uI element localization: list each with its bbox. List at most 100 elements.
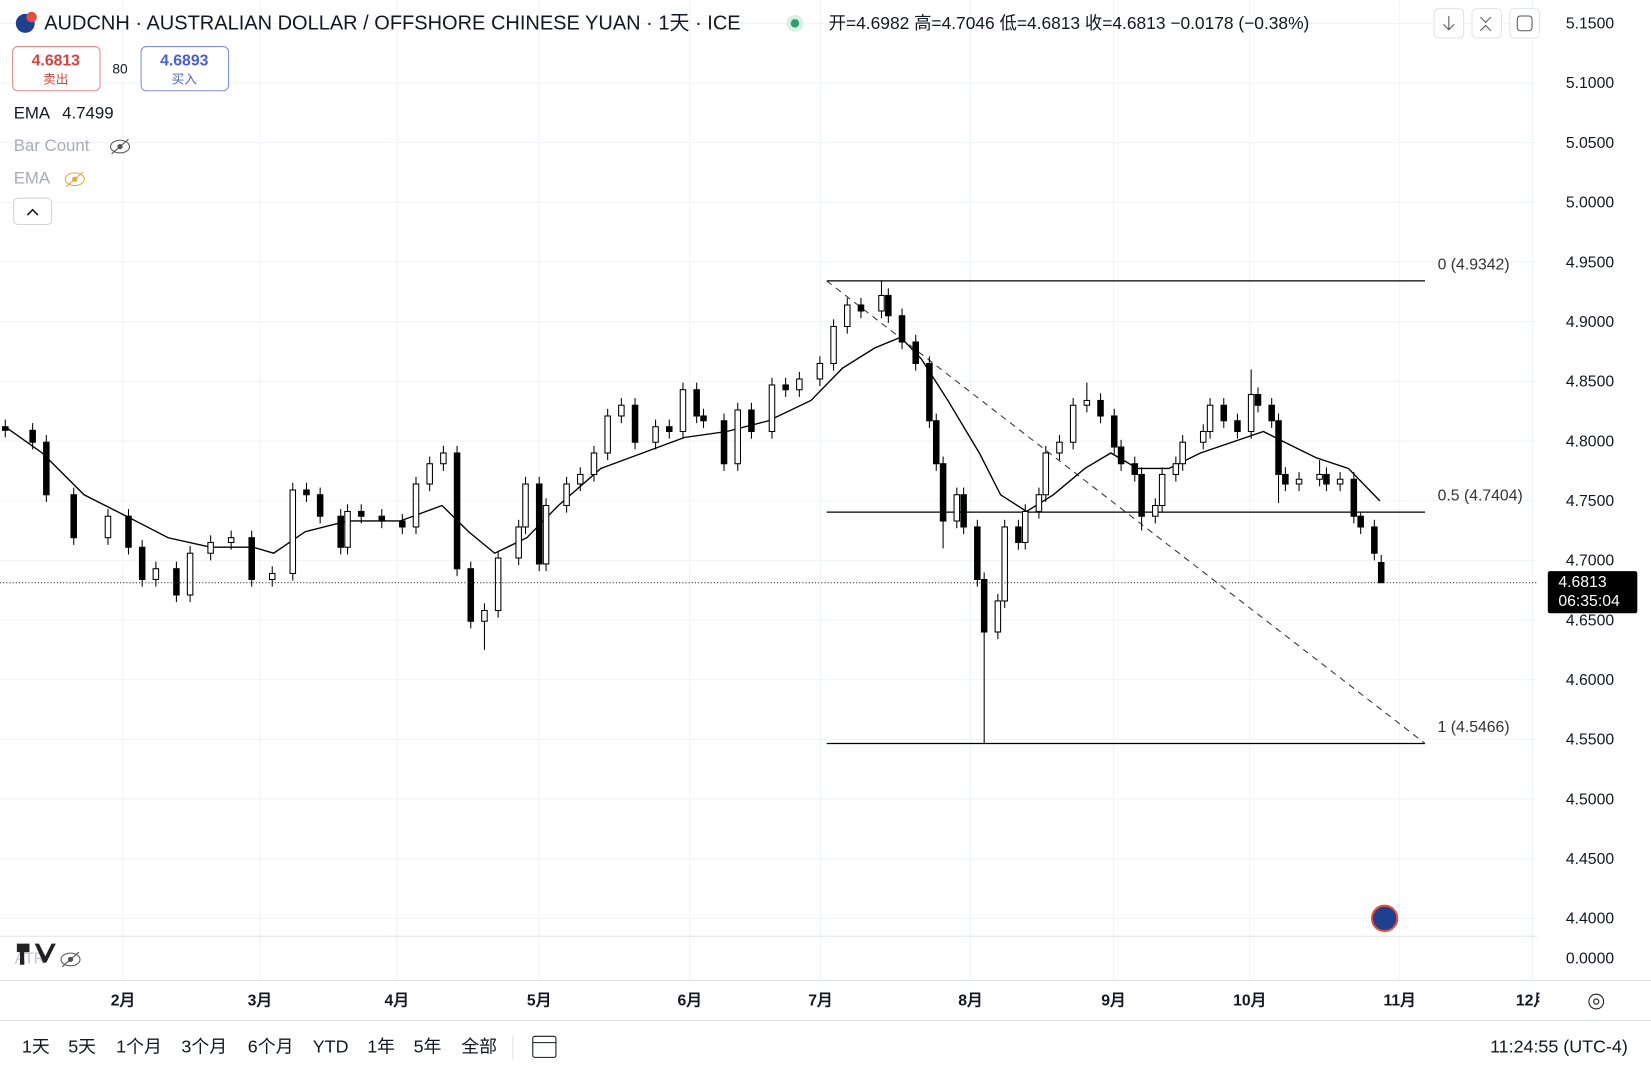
range-button[interactable]: 1天 — [22, 1037, 50, 1057]
candle-body — [693, 389, 700, 417]
candle-body — [912, 341, 919, 365]
hidden-icon[interactable] — [110, 138, 131, 155]
range-button[interactable]: 1个月 — [116, 1037, 162, 1057]
candle-body — [412, 483, 420, 528]
candle-body — [515, 526, 522, 559]
candle-body — [337, 515, 344, 548]
candle-body — [926, 362, 933, 422]
candle-body — [1247, 393, 1255, 433]
settings-button[interactable] — [1588, 993, 1605, 1010]
icon — [1443, 16, 1455, 31]
candle-body — [768, 384, 776, 433]
candle-body — [248, 537, 255, 581]
candle-body — [1097, 399, 1104, 417]
buy-price: 4.6893 — [160, 52, 208, 69]
candle-body — [1015, 526, 1022, 544]
candle-body — [939, 463, 947, 522]
candle-body — [885, 294, 892, 317]
range-button[interactable]: 6个月 — [248, 1037, 294, 1057]
button[interactable] — [1509, 8, 1540, 39]
candle-body — [357, 510, 365, 517]
candle-body — [700, 415, 707, 422]
y-tick-label: 4.9500 — [1566, 254, 1614, 271]
candle-body — [453, 452, 461, 570]
range-button[interactable]: 5天 — [68, 1037, 96, 1057]
range-button[interactable]: 5年 — [414, 1037, 442, 1057]
candle-body — [1199, 430, 1207, 443]
ohlc-values: 开=4.6982 高=4.7046 低=4.6813 收=4.6813 −0.0… — [829, 13, 1310, 33]
y-tick-label: 4.7500 — [1566, 493, 1614, 510]
ema2-legend: EMA — [14, 169, 51, 188]
candle-body — [316, 494, 324, 517]
event-flag[interactable] — [1370, 904, 1399, 933]
ema-legend-value: 4.7499 — [62, 103, 113, 122]
candle-body — [1069, 404, 1077, 443]
clock: 11:24:55 (UTC-4) — [1490, 1037, 1628, 1057]
date-range-button[interactable] — [532, 1035, 557, 1058]
candle-body — [289, 489, 297, 575]
candle-body — [481, 609, 488, 622]
candle-body — [207, 541, 214, 554]
y-tick-label: 4.5000 — [1566, 791, 1614, 808]
status-dot — [790, 19, 800, 28]
candle-body — [577, 473, 584, 485]
candle-body — [843, 304, 851, 328]
hidden-icon[interactable] — [60, 951, 81, 968]
candle-body — [734, 409, 741, 465]
tv-logo — [16, 943, 56, 965]
collapse-button[interactable] — [13, 197, 53, 226]
candle-body — [953, 494, 961, 522]
candle-body — [268, 572, 276, 581]
y-tick-label: 4.6000 — [1566, 672, 1614, 689]
y-tick-label: 4.8000 — [1566, 433, 1614, 450]
candle-body — [994, 600, 1002, 633]
candle-body — [70, 494, 77, 539]
candle-body — [1371, 526, 1378, 554]
candle-body — [1021, 510, 1029, 544]
sell-button[interactable] — [12, 46, 101, 92]
y-tick-label: 5.1500 — [1566, 16, 1614, 33]
x-tick-label: 12月 — [1516, 992, 1549, 1010]
candle-body — [1179, 441, 1186, 465]
fib-label: 0 (4.9342) — [1438, 256, 1510, 273]
buy-button[interactable] — [140, 46, 230, 92]
candle-body — [590, 452, 598, 475]
buy-label: 买入 — [172, 73, 198, 87]
header-buttons[interactable] — [1433, 8, 1540, 39]
y-tick-label: 5.0500 — [1566, 135, 1614, 152]
candle-body — [666, 426, 673, 433]
icon — [26, 208, 39, 216]
candle-body — [1350, 478, 1358, 517]
fib-label: 0.5 (4.7404) — [1438, 488, 1523, 505]
range-button[interactable]: 全部 — [461, 1037, 497, 1057]
candle-body — [830, 325, 837, 365]
fib-label: 1 (4.5466) — [1438, 719, 1510, 736]
candle-body — [618, 404, 625, 417]
fib-trend-line — [826, 280, 1426, 744]
spread: 80 — [112, 61, 128, 76]
icon — [1516, 15, 1533, 32]
button[interactable] — [1471, 8, 1503, 39]
hidden-icon[interactable] — [64, 171, 85, 187]
candle-body — [522, 483, 529, 528]
candle-body — [1323, 473, 1330, 485]
candle-body — [816, 362, 824, 380]
sell-label: 卖出 — [43, 73, 68, 87]
range-button[interactable]: 1年 — [367, 1037, 395, 1057]
candle-body — [980, 578, 988, 633]
candle-body — [1083, 399, 1091, 406]
candle-body — [173, 568, 180, 596]
range-button[interactable]: YTD — [313, 1037, 349, 1057]
candle-body — [1295, 478, 1303, 485]
x-tick-label: 7月 — [808, 992, 833, 1010]
y-tick-label: 4.5500 — [1566, 732, 1614, 749]
x-tick-label: 3月 — [248, 992, 273, 1010]
range-button[interactable]: 3个月 — [181, 1037, 227, 1057]
y-tick-label: 4.7000 — [1566, 553, 1614, 570]
candle-body — [631, 404, 639, 443]
candle-body — [1152, 504, 1159, 517]
candle-body — [652, 426, 659, 443]
time-axis: 2月 3月 4月 5月 6月 7月 8月 9月 10月 11月 12月 — [111, 992, 1549, 1010]
candle-body — [748, 409, 755, 433]
